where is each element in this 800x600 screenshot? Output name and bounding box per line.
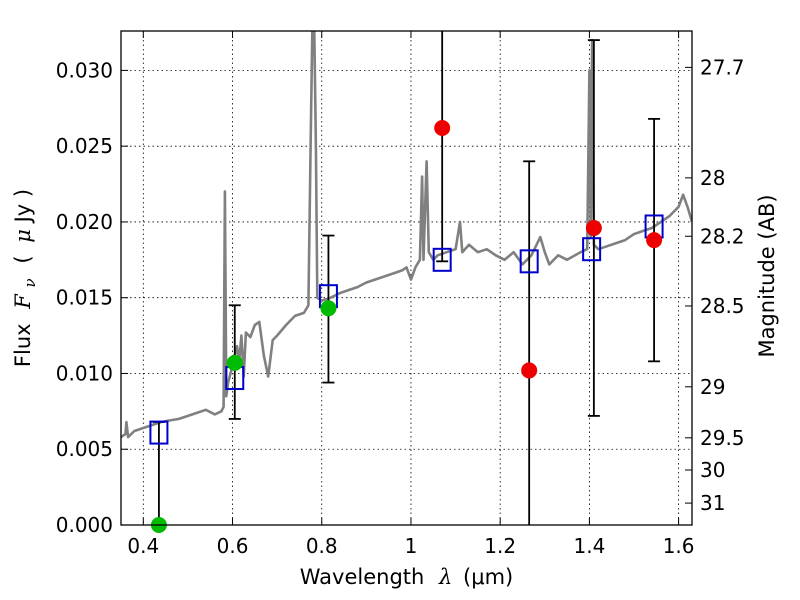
detection-point	[320, 300, 337, 317]
y2-axis-label: Magnitude (AB)	[755, 194, 779, 357]
x-axis-label: Wavelength λ (μm)	[300, 565, 513, 589]
x-tick-label: 1	[405, 534, 418, 558]
x-tick-label: 1.2	[484, 534, 516, 558]
spectrum-line	[121, 31, 692, 439]
x-tick-label: 0.4	[127, 534, 159, 558]
x-tick-label: 1.4	[573, 534, 605, 558]
model-point	[582, 237, 602, 262]
y-tick-label: 0.010	[56, 361, 113, 385]
upper-limit-point	[434, 119, 451, 136]
plot-frame	[120, 30, 693, 526]
y2-tick-label: 29.5	[700, 426, 745, 450]
upper-limit-point	[646, 232, 663, 249]
y2-tick-label: 27.7	[700, 55, 745, 79]
y-tick-label: 0.005	[56, 437, 113, 461]
grid	[121, 31, 692, 526]
y2-tick-label: 29	[700, 375, 725, 399]
y-tick-label: 0.030	[56, 58, 113, 82]
model-point	[149, 420, 169, 445]
y2-tick-label: 28	[700, 166, 725, 190]
x-tick-label: 0.6	[217, 534, 249, 558]
model-point	[519, 249, 539, 274]
y2-tick-label: 28.5	[700, 294, 745, 318]
y2-tick-label: 30	[700, 458, 725, 482]
upper-limit-point	[521, 362, 538, 379]
model-point	[432, 247, 452, 272]
y-tick-label: 0.020	[56, 210, 113, 234]
upper-limit-point	[585, 219, 602, 236]
y-axis-label: Flux F ν ( μ Jy )	[11, 189, 40, 367]
spectrum	[121, 31, 692, 439]
detection-point	[226, 354, 243, 371]
y2-tick-label: 31	[700, 491, 725, 515]
y-tick-label: 0.025	[56, 134, 113, 158]
axes: 0.4 0.6 0.8 1 1.2 1.4 1.6 0.000 0.005 0.010 0.015 0…	[56, 31, 745, 558]
photometry-marks	[149, 31, 664, 533]
x-tick-label: 1.6	[663, 534, 695, 558]
y2-tick-label: 28.2	[700, 224, 745, 248]
y-tick-label: 0.015	[56, 286, 113, 310]
y-tick-label: 0.000	[56, 513, 113, 537]
x-tick-label: 0.8	[306, 534, 338, 558]
